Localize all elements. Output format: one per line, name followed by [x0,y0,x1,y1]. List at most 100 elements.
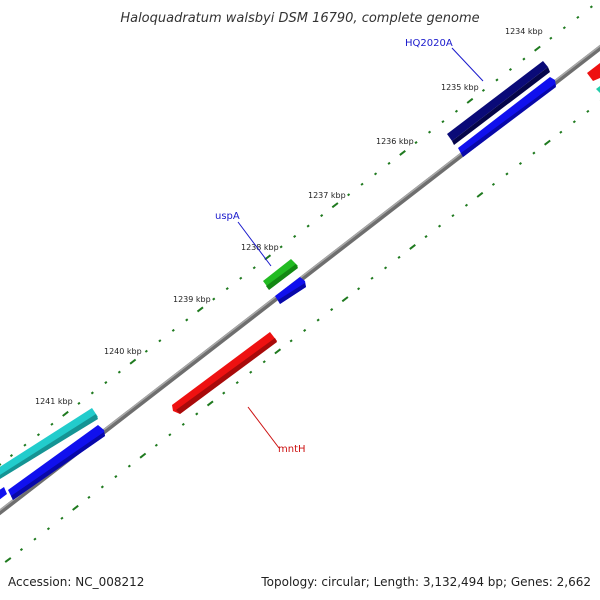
inner-tick-28 [383,266,388,270]
accession-text: Accession: NC_008212 [8,575,144,589]
inner-tick-40 [543,139,551,146]
outer-tick-34 [454,109,459,113]
gene-label-hq2020a[interactable]: HQ2020A [405,38,453,49]
outer-tick-6 [77,401,81,405]
inner-tick-32 [438,224,442,228]
kbp-label-1238: 1238 kbp [241,243,279,252]
outer-tick-7 [90,391,94,395]
inner-tick-26 [357,287,361,291]
outer-tick-2 [23,443,27,447]
outer-tick-38 [508,67,512,72]
kbp-label-1235: 1235 kbp [441,83,479,92]
inner-tick-21 [289,339,293,343]
kbp-label-1234: 1234 kbp [505,27,543,36]
inner-tick-14 [195,412,199,416]
inner-tick-0 [4,557,12,563]
outer-tick-35 [466,97,474,104]
kbp-label-1241: 1241 kbp [35,397,73,406]
inner-tick-35 [476,191,484,198]
outer-tick-17 [225,287,229,291]
outer-tick-41 [549,36,553,40]
inner-tick-2 [33,537,37,541]
outer-tick-24 [320,214,324,218]
inner-tick-15 [206,400,214,407]
gene-cyan-left[interactable] [0,408,98,482]
outer-tick-39 [522,57,526,61]
outer-tick-3 [36,433,40,437]
gene-uspa[interactable] [263,259,298,290]
outer-tick-11 [144,349,148,353]
inner-tick-29 [397,255,401,259]
outer-tick-16 [212,297,216,301]
inner-tick-9 [127,464,131,468]
gene-mnth[interactable] [172,332,277,414]
inner-tick-22 [303,328,307,332]
inner-tick-19 [262,360,266,364]
outer-tick-4 [50,422,54,426]
outer-tick-44 [589,5,593,9]
outer-tick-15 [196,306,204,313]
gene-teal-edge[interactable] [596,86,600,93]
inner-tick-43 [586,109,590,113]
kbp-label-1236: 1236 kbp [376,137,414,146]
inner-tick-38 [518,161,522,166]
outer-tick-10 [129,358,137,365]
outer-tick-8 [104,381,108,385]
inner-tick-36 [491,182,496,186]
inner-tick-20 [274,348,282,355]
outer-tick-1 [9,454,14,458]
inner-tick-24 [330,308,334,312]
inner-tick-10 [139,452,147,459]
kbp-label-1240: 1240 kbp [104,347,142,356]
kbp-label-1237: 1237 kbp [308,191,346,200]
inner-tick-1 [19,548,24,552]
inner-tick-31 [424,235,428,239]
inner-tick-34 [464,203,469,207]
gene-blue-edge[interactable] [0,487,7,503]
inner-tick-42 [572,120,576,124]
inner-tick-37 [505,172,509,176]
outer-tick-14 [185,318,189,322]
outer-tick-32 [428,130,432,134]
outer-tick-13 [171,328,175,332]
inner-tick-18 [249,370,253,374]
outer-tick-30 [399,150,406,156]
gene-label-uspa[interactable]: uspA [215,211,240,222]
outer-tick-31 [414,141,418,145]
outer-tick-25 [331,202,339,209]
uspa-leader-line [237,221,272,267]
gene-red-edge[interactable] [587,63,600,81]
outer-tick-40 [533,45,541,52]
outer-tick-43 [576,15,580,19]
inner-tick-25 [341,296,349,303]
inner-tick-27 [370,276,374,280]
inner-tick-11 [154,443,158,447]
mnth-leader-line [247,406,280,449]
inner-tick-12 [168,433,172,437]
gene-hq2020a-cds[interactable] [458,77,556,157]
inner-tick-7 [100,485,104,489]
inner-tick-3 [46,527,50,531]
gene-hq2020a[interactable] [447,61,550,145]
inner-tick-8 [114,475,118,479]
inner-tick-4 [60,516,64,520]
outer-tick-26 [347,193,351,197]
gene-cyan-left-cds[interactable] [8,425,105,500]
inner-tick-5 [72,504,79,511]
outer-tick-22 [293,234,297,238]
outer-tick-12 [158,339,162,343]
outer-tick-19 [252,266,256,270]
outer-tick-18 [239,276,243,280]
outer-tick-23 [306,224,310,228]
outer-tick-42 [562,26,566,30]
outer-tick-27 [360,182,364,186]
gene-label-mnth[interactable]: mntH [278,444,306,455]
inner-tick-track [4,100,600,563]
outer-tick-36 [481,88,486,92]
inner-tick-41 [559,130,563,134]
outer-tick-9 [117,370,121,374]
gene-uspa-cds[interactable] [275,277,306,304]
outer-tick-33 [441,120,445,124]
